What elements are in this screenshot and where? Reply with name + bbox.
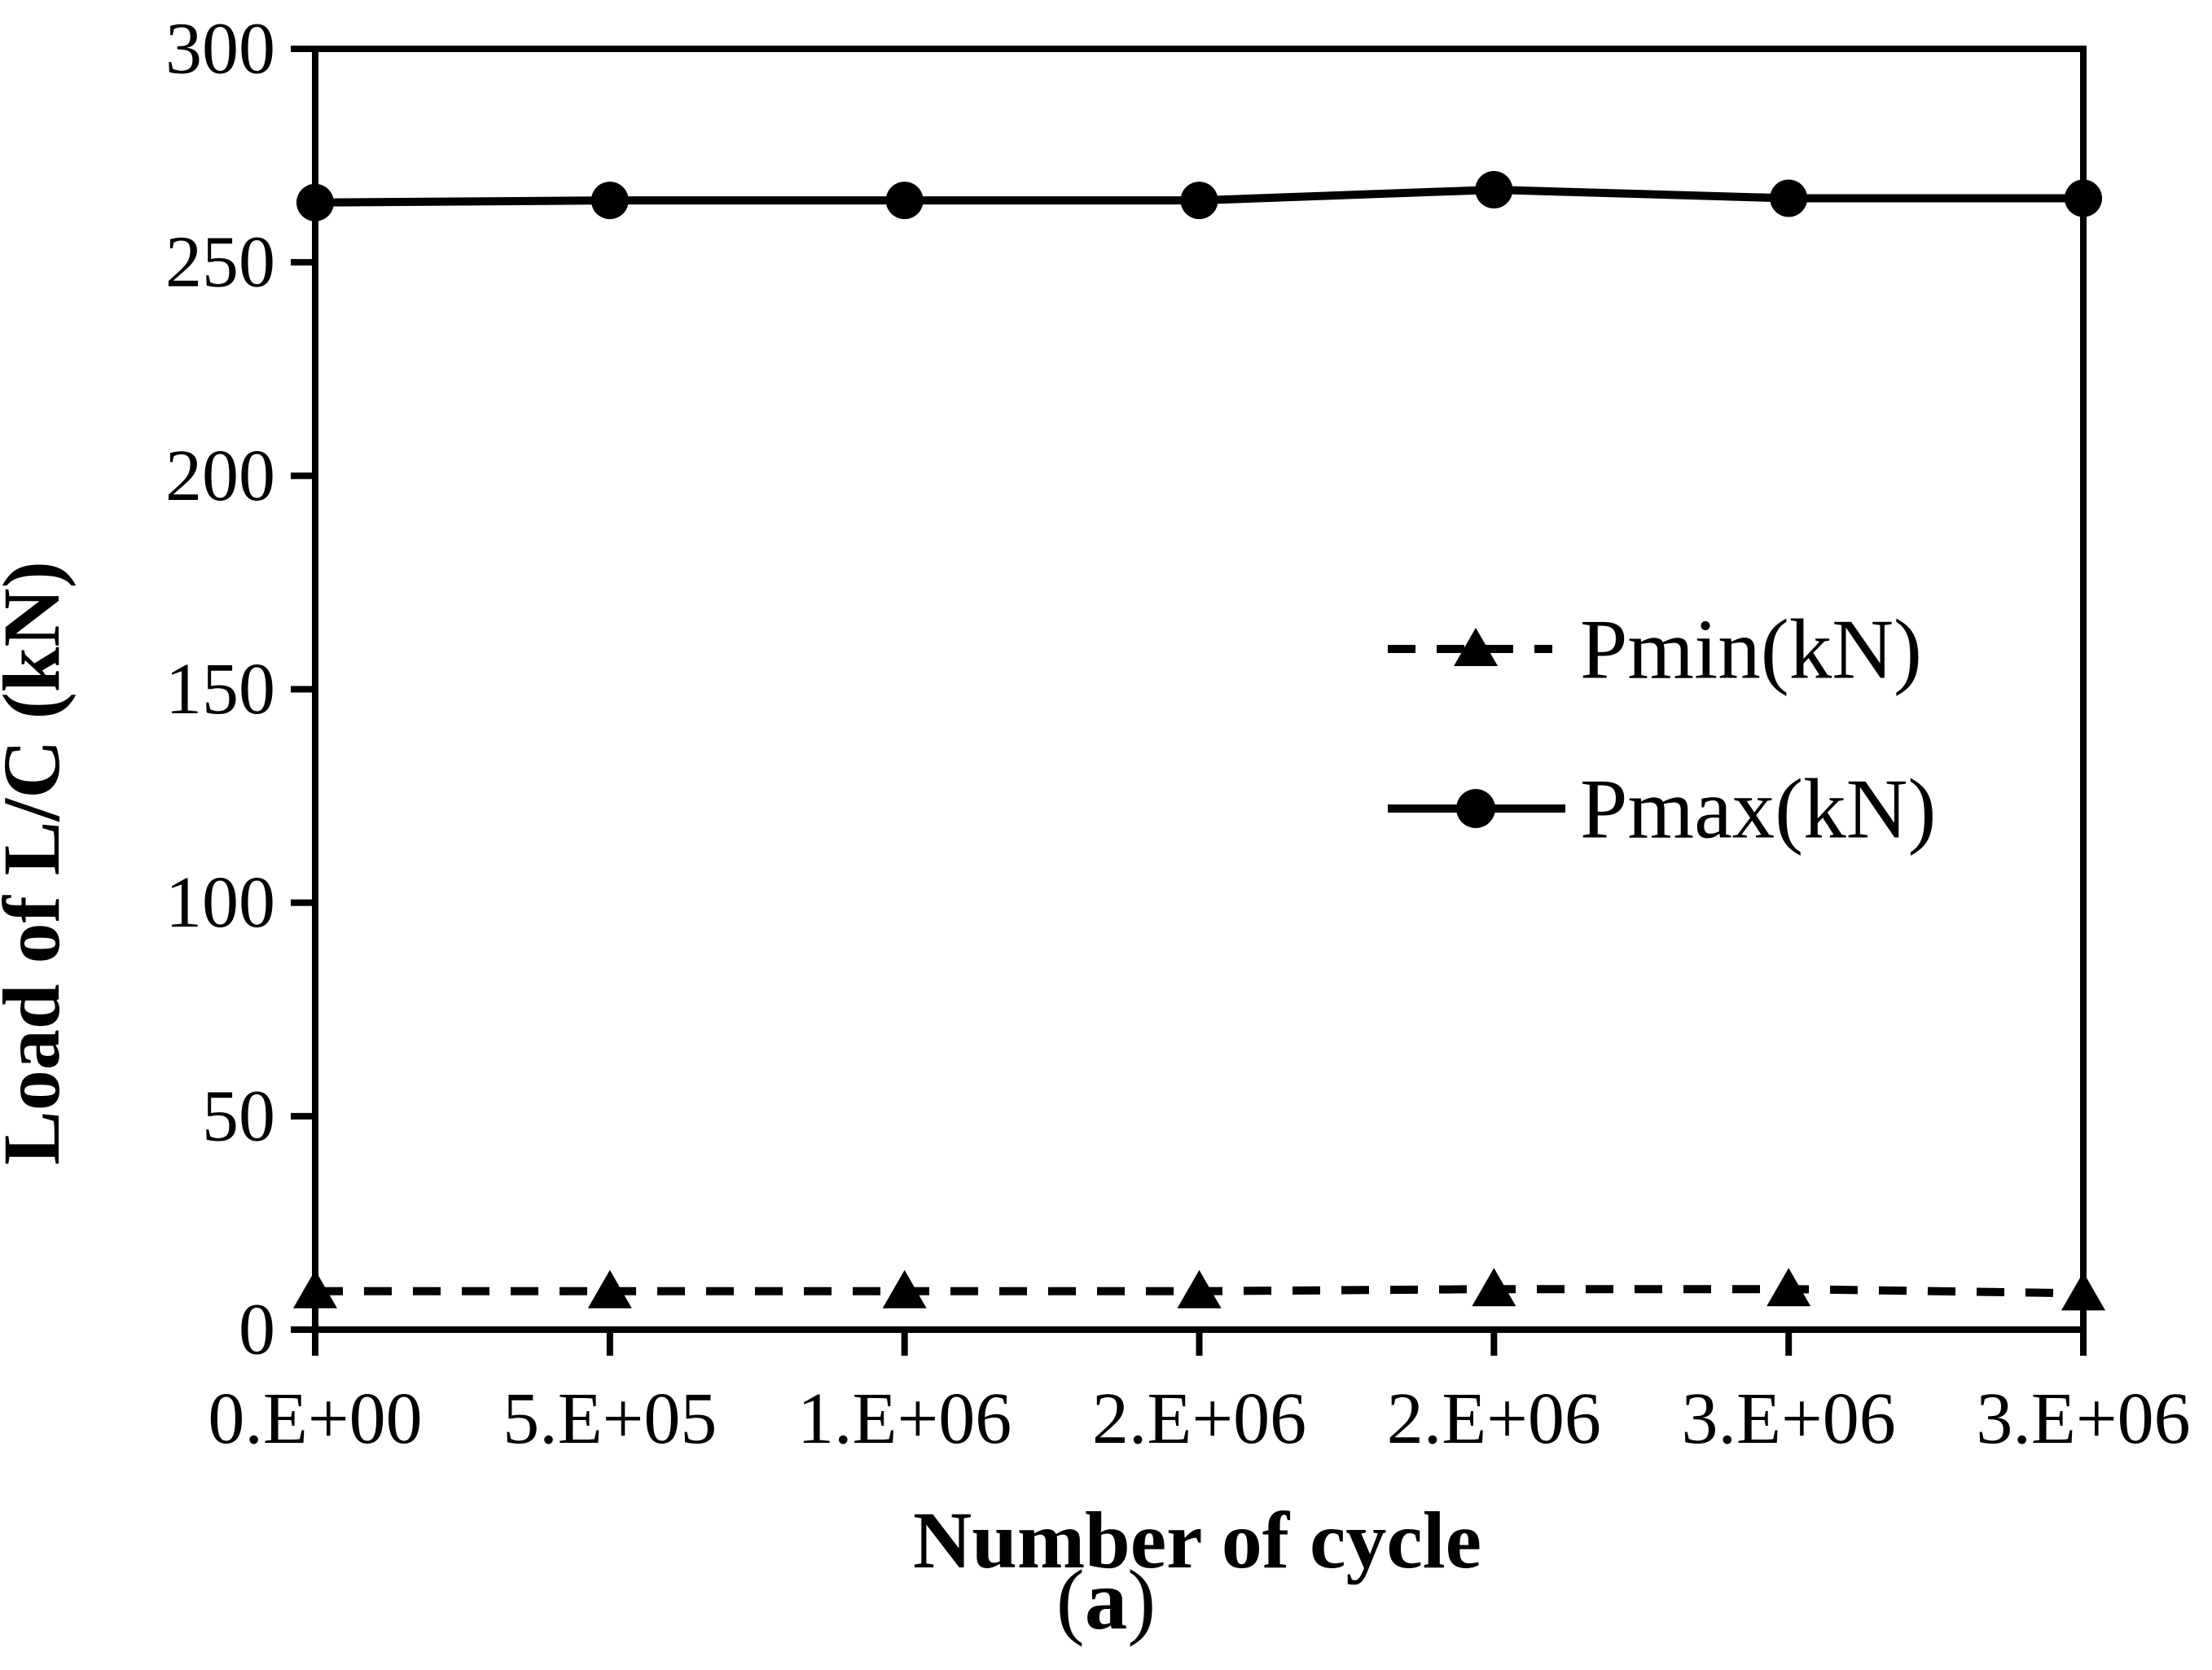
caption-close-paren: ) xyxy=(1127,1552,1156,1647)
x-tick-label: 5.E+05 xyxy=(503,1379,717,1459)
figure-caption: (a) xyxy=(1056,1552,1156,1647)
triangle-marker xyxy=(1177,1269,1222,1308)
circle-marker xyxy=(1180,182,1218,220)
series-pmax-kn- xyxy=(296,171,2102,221)
x-tick-label: 0.E+00 xyxy=(208,1379,422,1459)
x-tick-label: 3.E+06 xyxy=(1682,1379,1896,1459)
pmax-legend-circle-marker xyxy=(1456,789,1495,828)
pmin-legend-label: Pmin(kN) xyxy=(1580,602,1922,697)
circle-marker xyxy=(1770,179,1808,217)
triangle-marker xyxy=(587,1269,632,1308)
x-tick-label: 2.E+06 xyxy=(1387,1379,1601,1459)
x-axis: 0.E+00 5.E+05 1.E+06 2.E+06 2.E+06 3.E+06 3.E+… xyxy=(208,1330,2191,1459)
triangle-marker xyxy=(1472,1268,1516,1307)
x-tick-label: 2.E+06 xyxy=(1092,1379,1306,1459)
y-tick-label: 100 xyxy=(165,862,275,943)
circle-marker xyxy=(885,182,924,220)
caption-open-paren: ( xyxy=(1056,1552,1085,1647)
caption-letter: a xyxy=(1085,1552,1128,1647)
triangle-marker xyxy=(882,1269,927,1308)
x-tick-label: 3.E+06 xyxy=(1976,1379,2190,1459)
plot-area: 0 50 100 150 200 250 300 0.E+00 5.E+05 1.E+06 2.E+… xyxy=(165,9,2191,1460)
y-tick-label: 50 xyxy=(202,1076,275,1156)
circle-marker xyxy=(590,182,629,220)
series-pmin-kn- xyxy=(293,1268,2105,1311)
y-axis: 0 50 100 150 200 250 300 xyxy=(165,9,315,1370)
circle-marker xyxy=(2065,179,2102,217)
x-tick-label: 1.E+06 xyxy=(797,1379,1012,1459)
x-axis-title: Number of cycle xyxy=(913,1495,1481,1585)
legend-entry-pmax: Pmax(kN) xyxy=(1388,761,1936,857)
pmax-legend-label: Pmax(kN) xyxy=(1580,761,1936,857)
circle-marker xyxy=(296,183,334,221)
pmin-legend-triangle-marker xyxy=(1454,628,1498,666)
triangle-marker xyxy=(293,1269,337,1308)
y-tick-label: 0 xyxy=(239,1290,275,1370)
y-axis-title: Load of L/C (kN) xyxy=(0,561,77,1165)
y-tick-label: 300 xyxy=(165,9,275,90)
circle-marker xyxy=(1475,171,1513,209)
y-tick-label: 250 xyxy=(165,222,275,303)
legend-entry-pmin: Pmin(kN) xyxy=(1388,602,1922,697)
triangle-marker xyxy=(2061,1272,2105,1311)
legend: Pmin(kN) Pmax(kN) xyxy=(1388,602,1936,857)
y-tick-label: 150 xyxy=(165,649,275,730)
y-tick-label: 200 xyxy=(165,436,275,516)
triangle-marker xyxy=(1767,1268,1811,1307)
